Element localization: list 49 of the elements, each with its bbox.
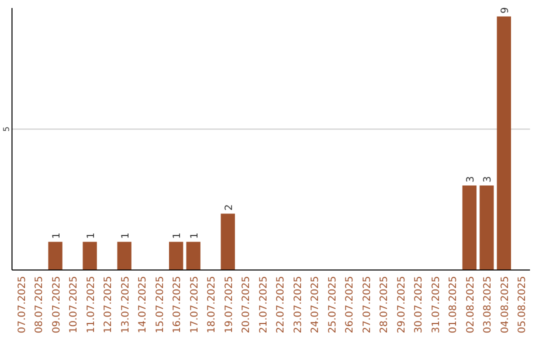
data-label: 3	[482, 176, 494, 182]
x-tick-label: 31.07.2025	[430, 276, 442, 334]
x-tick-label: 27.07.2025	[362, 276, 373, 334]
bar	[220, 214, 235, 270]
data-label: 1	[51, 232, 62, 239]
x-tick-label: 20.07.2025	[241, 276, 252, 334]
y-tick-label: 5	[2, 126, 11, 132]
data-label: 1	[86, 232, 97, 239]
data-label: 9	[500, 7, 511, 14]
x-tick-label: 08.07.2025	[34, 276, 46, 334]
bar	[462, 185, 477, 270]
x-tick-label: 12.07.2025	[103, 276, 114, 334]
x-tick-label: 24.07.2025	[310, 276, 322, 334]
x-tick-label: 10.07.2025	[68, 276, 80, 334]
bar	[117, 242, 132, 270]
x-tick-label: 14.07.2025	[138, 276, 149, 334]
x-tick-label: 01.08.2025	[448, 276, 460, 334]
x-tick-label: 18.07.2025	[206, 276, 218, 334]
x-tick-label: 03.08.2025	[482, 276, 494, 334]
x-tick-label: 07.07.2025	[16, 276, 28, 334]
bar	[48, 242, 62, 270]
x-tick-label: 30.07.2025	[414, 276, 425, 334]
data-label: 3	[465, 176, 476, 182]
bar	[169, 242, 184, 270]
x-tick-label: 04.08.2025	[500, 276, 511, 334]
x-tick-label: 22.07.2025	[276, 276, 287, 334]
data-label: 1	[172, 232, 184, 239]
x-tick-label: 02.08.2025	[465, 276, 476, 334]
data-label: 1	[120, 232, 132, 239]
x-tick-label: 26.07.2025	[344, 276, 356, 334]
data-label: 2	[224, 204, 235, 211]
x-tick-label: 05.08.2025	[517, 276, 528, 334]
bar	[496, 16, 512, 270]
x-tick-label: 09.07.2025	[51, 276, 62, 334]
x-tick-label: 11.07.2025	[86, 276, 97, 334]
bar	[82, 242, 97, 270]
x-tick-label: 13.07.2025	[120, 276, 132, 334]
x-tick-label: 19.07.2025	[224, 276, 235, 334]
x-tick-label: 16.07.2025	[172, 276, 184, 334]
x-tick-label: 17.07.2025	[189, 276, 200, 334]
bar	[480, 185, 494, 270]
x-tick-label: 28.07.2025	[379, 276, 390, 334]
bar	[186, 242, 200, 270]
data-label: 1	[189, 232, 200, 239]
x-tick-label: 15.07.2025	[154, 276, 166, 334]
x-tick-label: 25.07.2025	[327, 276, 338, 334]
x-tick-label: 21.07.2025	[258, 276, 270, 334]
x-tick-label: 29.07.2025	[396, 276, 408, 334]
x-tick-label: 23.07.2025	[292, 276, 304, 334]
